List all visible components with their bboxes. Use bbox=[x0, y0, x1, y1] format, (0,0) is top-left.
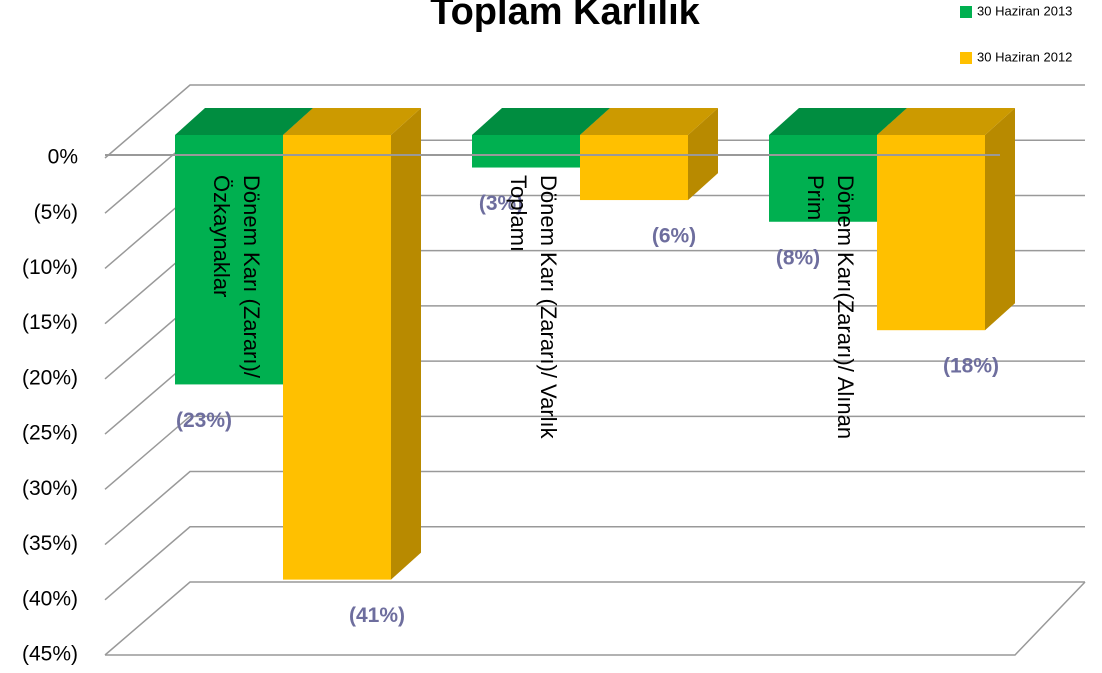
bar-side bbox=[391, 108, 421, 580]
x-tick-label: Dönem Karı (Zararı)/ Varlık Toplamı bbox=[506, 175, 561, 439]
legend-label: 30 Haziran 2012 bbox=[977, 49, 1072, 64]
y-tick-label: (15%) bbox=[22, 311, 78, 334]
y-tick-label: 0% bbox=[48, 146, 78, 169]
grid-line bbox=[104, 84, 1085, 159]
grid-line bbox=[104, 470, 1085, 546]
x-tick-label: Dönem Karı (Zararı)/ Özkaynaklar bbox=[209, 175, 264, 378]
data-label: (8%) bbox=[776, 246, 820, 269]
bar bbox=[283, 135, 391, 580]
data-label: (18%) bbox=[943, 355, 999, 378]
data-label: (23%) bbox=[176, 409, 232, 432]
y-tick-label: (35%) bbox=[22, 532, 78, 555]
legend-swatch bbox=[960, 52, 972, 64]
bar-top bbox=[472, 108, 610, 135]
grid-line bbox=[104, 581, 1085, 656]
bar bbox=[472, 135, 580, 168]
y-tick-label: (5%) bbox=[34, 201, 78, 224]
x-tick-label: Dönem Karı(Zararı)/ Alınan Prim bbox=[803, 175, 858, 440]
bar-top bbox=[283, 108, 421, 135]
bar-side bbox=[985, 108, 1015, 331]
bar-top bbox=[877, 108, 1015, 135]
y-tick-label: (20%) bbox=[22, 366, 78, 389]
floor-edge bbox=[105, 581, 1086, 656]
y-tick-label: (25%) bbox=[22, 422, 78, 445]
bar-top bbox=[769, 108, 907, 135]
y-tick-label: (40%) bbox=[22, 587, 78, 610]
bar bbox=[769, 135, 877, 222]
data-label: (6%) bbox=[652, 225, 696, 248]
y-tick-label: (10%) bbox=[22, 256, 78, 279]
data-label: (41%) bbox=[349, 604, 405, 627]
chart-title: Toplam Karlılık bbox=[430, 0, 700, 33]
data-label: (3%) bbox=[479, 192, 523, 215]
grid-line bbox=[104, 526, 1085, 601]
bar-top bbox=[580, 108, 718, 135]
bar bbox=[580, 135, 688, 201]
y-tick-label: (45%) bbox=[22, 643, 78, 666]
bar bbox=[877, 135, 985, 331]
y-tick-label: (30%) bbox=[22, 477, 78, 500]
bar-top bbox=[175, 108, 313, 135]
grid-line bbox=[104, 415, 1085, 490]
bar bbox=[175, 135, 283, 385]
legend-swatch bbox=[960, 6, 972, 18]
legend-label: 30 Haziran 2013 bbox=[977, 3, 1072, 18]
